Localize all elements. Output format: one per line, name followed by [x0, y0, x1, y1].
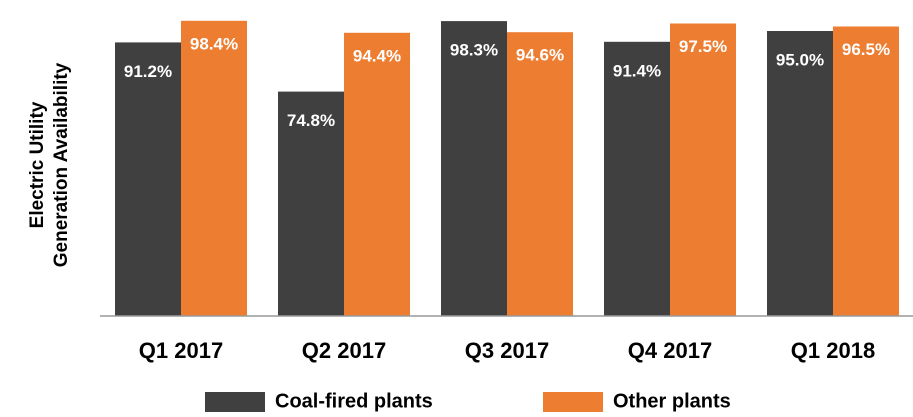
bar	[344, 32, 410, 317]
x-tick-label: Q3 2017	[465, 338, 549, 363]
data-label: 98.3%	[450, 41, 498, 60]
x-tick-label: Q1 2018	[791, 338, 875, 363]
legend-label: Other plants	[613, 390, 731, 412]
x-tick-label: Q1 2017	[139, 338, 223, 363]
data-label: 91.2%	[124, 62, 172, 81]
data-label: 95.0%	[776, 50, 824, 69]
bar	[767, 31, 833, 316]
data-label: 94.4%	[353, 46, 401, 65]
x-tick-label: Q4 2017	[628, 338, 712, 363]
bar	[115, 42, 181, 317]
bar	[441, 21, 507, 316]
y-axis-label: Electric Utility	[27, 101, 48, 228]
data-label: 96.5%	[842, 40, 890, 59]
legend-label: Coal-fired plants	[275, 390, 433, 412]
data-label: 97.5%	[679, 37, 727, 56]
bar	[670, 23, 736, 316]
data-label: 74.8%	[287, 111, 335, 130]
legend-swatch	[543, 392, 603, 412]
bar	[181, 20, 247, 317]
bar	[604, 41, 670, 317]
x-tick-label: Q2 2017	[302, 338, 386, 363]
bar	[507, 32, 573, 316]
legend-swatch	[205, 392, 265, 412]
bar	[278, 91, 344, 316]
y-axis-label: Generation Availability	[51, 62, 72, 267]
bar	[833, 26, 899, 316]
data-label: 91.4%	[613, 61, 661, 80]
data-label: 94.6%	[516, 46, 564, 65]
data-label: 98.4%	[190, 34, 238, 53]
